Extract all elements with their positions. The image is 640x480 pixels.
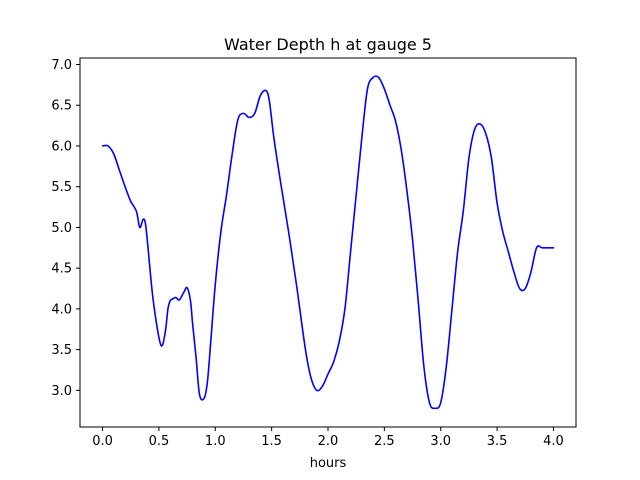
- y-tick-label: 5.0: [51, 221, 72, 236]
- x-tick-label: 0.0: [92, 434, 113, 449]
- x-tick-label: 0.5: [149, 434, 170, 449]
- y-tick-label: 7.0: [51, 58, 72, 73]
- x-tick-label: 2.0: [318, 434, 339, 449]
- y-tick-label: 5.5: [51, 180, 72, 195]
- x-axis-label: hours: [310, 456, 347, 471]
- chart-title: Water Depth h at gauge 5: [224, 35, 432, 54]
- x-tick-label: 4.0: [543, 434, 564, 449]
- series-line: [101, 75, 555, 410]
- y-tick-label: 3.5: [51, 343, 72, 358]
- y-tick-label: 3.0: [51, 384, 72, 399]
- y-tick-label: 6.5: [51, 99, 72, 114]
- y-tick-label: 6.0: [51, 139, 72, 154]
- plot-area: [80, 58, 576, 427]
- y-tick-label: 4.5: [51, 262, 72, 277]
- x-tick-label: 1.0: [205, 434, 226, 449]
- x-tick-label: 3.5: [487, 434, 508, 449]
- x-tick-label: 3.0: [430, 434, 451, 449]
- x-tick-label: 2.5: [374, 434, 395, 449]
- y-axis-ticks: 3.0 3.5 4.0 4.5 5.0 5.5 6.0 6.5 7.0: [51, 58, 80, 399]
- x-axis-ticks: 0.0 0.5 1.0 1.5 2.0 2.5 3.0 3.5 4.0: [92, 427, 564, 449]
- y-tick-label: 4.0: [51, 302, 72, 317]
- x-tick-label: 1.5: [261, 434, 282, 449]
- series-layer: [101, 75, 555, 410]
